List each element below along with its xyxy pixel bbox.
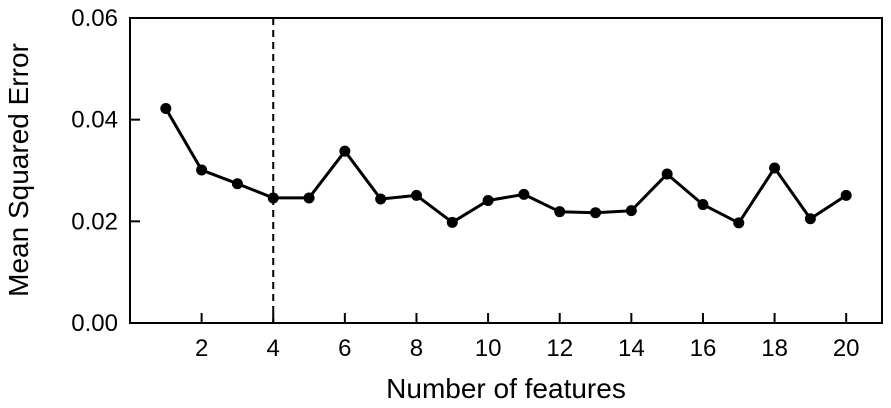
data-point	[231, 178, 243, 190]
data-point	[769, 162, 781, 174]
data-point	[160, 102, 172, 114]
data-point	[196, 164, 208, 176]
y-axis-title: Mean Squared Error	[3, 43, 34, 297]
data-points	[160, 102, 852, 229]
y-tick-label: 0.02	[71, 208, 118, 235]
x-axis-ticks: 2 4 6 8 10 12 14 16 18 20	[195, 313, 860, 362]
data-point	[410, 189, 422, 201]
x-tick-label: 20	[833, 335, 860, 362]
x-tick-label: 8	[410, 335, 423, 362]
data-point	[518, 188, 530, 200]
x-axis-title: Number of features	[386, 373, 626, 404]
data-point	[840, 189, 852, 201]
y-tick-label: 0.00	[71, 310, 118, 337]
x-tick-label: 2	[195, 335, 208, 362]
data-point	[482, 194, 494, 206]
data-point	[661, 168, 673, 180]
data-point	[554, 206, 566, 218]
y-axis-ticks: 0.00 0.02 0.04 0.06	[71, 5, 140, 337]
x-tick-label: 10	[475, 335, 502, 362]
data-point	[446, 216, 458, 228]
data-point	[339, 145, 351, 157]
y-tick-label: 0.06	[71, 5, 118, 32]
y-tick-label: 0.04	[71, 107, 118, 134]
data-point	[303, 192, 315, 204]
x-tick-label: 6	[338, 335, 351, 362]
data-point	[267, 192, 279, 204]
data-point	[804, 213, 816, 225]
x-tick-label: 14	[618, 335, 645, 362]
data-point	[697, 199, 709, 211]
data-point	[625, 205, 637, 217]
x-tick-label: 12	[546, 335, 573, 362]
series-line	[164, 107, 848, 225]
x-tick-label: 16	[690, 335, 717, 362]
data-point	[733, 217, 745, 229]
data-point	[590, 207, 602, 219]
plot-frame	[129, 17, 883, 324]
data-point	[375, 193, 387, 205]
x-tick-label: 18	[761, 335, 788, 362]
x-tick-label: 4	[267, 335, 280, 362]
